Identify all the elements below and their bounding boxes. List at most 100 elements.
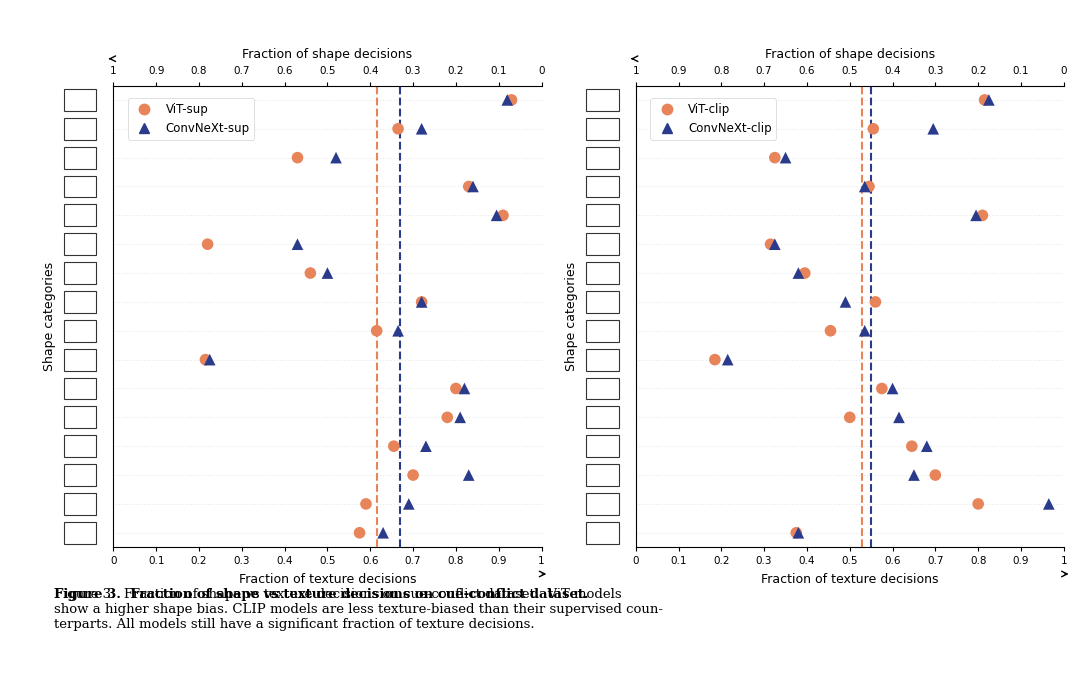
FancyBboxPatch shape (586, 205, 619, 226)
FancyBboxPatch shape (64, 291, 96, 313)
FancyBboxPatch shape (64, 464, 96, 486)
Point (464, 181, 482, 192)
Point (837, 296, 854, 307)
Point (867, 296, 885, 307)
FancyBboxPatch shape (64, 349, 96, 371)
Point (456, 383, 473, 394)
Point (796, 267, 813, 278)
Point (777, 152, 794, 163)
Y-axis label: Shape categories: Shape categories (565, 262, 578, 371)
Point (706, 354, 724, 365)
Point (974, 210, 991, 221)
X-axis label: Fraction of shape decisions: Fraction of shape decisions (242, 48, 413, 61)
Text: Figure 3.  Fraction of shape vs texture decisions on cue-conflict dataset.  ViT : Figure 3. Fraction of shape vs texture d… (54, 588, 663, 631)
FancyBboxPatch shape (586, 262, 619, 284)
Point (856, 181, 874, 192)
Point (968, 210, 985, 221)
Point (438, 412, 456, 423)
FancyBboxPatch shape (586, 89, 619, 111)
Point (924, 123, 942, 134)
Point (488, 210, 505, 221)
Point (301, 267, 319, 278)
Point (368, 326, 386, 337)
Point (903, 440, 920, 451)
Point (199, 239, 216, 250)
Point (413, 296, 430, 307)
FancyBboxPatch shape (64, 205, 96, 226)
Point (413, 296, 430, 307)
FancyBboxPatch shape (64, 118, 96, 140)
Point (201, 354, 218, 365)
Point (865, 123, 882, 134)
Point (905, 470, 922, 481)
Point (787, 527, 805, 538)
FancyBboxPatch shape (64, 320, 96, 342)
FancyBboxPatch shape (586, 118, 619, 140)
FancyBboxPatch shape (586, 493, 619, 515)
FancyBboxPatch shape (586, 464, 619, 486)
Point (766, 152, 783, 163)
Point (890, 412, 907, 423)
Point (856, 326, 874, 337)
Point (761, 239, 779, 250)
Point (976, 94, 994, 105)
Point (319, 267, 336, 278)
FancyBboxPatch shape (586, 378, 619, 399)
FancyBboxPatch shape (586, 291, 619, 313)
FancyBboxPatch shape (64, 233, 96, 255)
Point (288, 239, 306, 250)
FancyBboxPatch shape (586, 349, 619, 371)
Point (789, 267, 807, 278)
Point (861, 181, 878, 192)
Point (822, 326, 839, 337)
Point (981, 94, 998, 105)
Point (766, 239, 783, 250)
Point (390, 326, 407, 337)
FancyBboxPatch shape (64, 522, 96, 544)
Point (495, 210, 512, 221)
FancyBboxPatch shape (64, 262, 96, 284)
FancyBboxPatch shape (586, 320, 619, 342)
X-axis label: Fraction of shape decisions: Fraction of shape decisions (765, 48, 935, 61)
FancyBboxPatch shape (586, 435, 619, 457)
Point (927, 470, 944, 481)
Legend: ViT-clip, ConvNeXt-clip: ViT-clip, ConvNeXt-clip (650, 98, 777, 140)
Point (883, 383, 901, 394)
Point (351, 527, 368, 538)
Point (357, 499, 375, 510)
Point (1040, 499, 1057, 510)
FancyBboxPatch shape (64, 378, 96, 399)
Point (499, 94, 516, 105)
FancyBboxPatch shape (64, 493, 96, 515)
Text: Figure 3.  Fraction of shape vs texture decisions on cue-conflict dataset.: Figure 3. Fraction of shape vs texture d… (54, 588, 589, 601)
FancyBboxPatch shape (64, 146, 96, 169)
Y-axis label: Shape categories: Shape categories (43, 262, 56, 371)
Point (413, 123, 430, 134)
Point (874, 383, 891, 394)
Point (375, 527, 392, 538)
FancyBboxPatch shape (586, 146, 619, 169)
FancyBboxPatch shape (64, 435, 96, 457)
X-axis label: Fraction of texture decisions: Fraction of texture decisions (761, 573, 939, 586)
Point (970, 499, 987, 510)
Point (327, 152, 345, 163)
Point (390, 123, 407, 134)
FancyBboxPatch shape (64, 176, 96, 198)
FancyBboxPatch shape (586, 406, 619, 428)
Point (460, 470, 477, 481)
FancyBboxPatch shape (586, 176, 619, 198)
FancyBboxPatch shape (586, 233, 619, 255)
Point (386, 440, 403, 451)
FancyBboxPatch shape (586, 522, 619, 544)
Point (288, 152, 306, 163)
Legend: ViT-sup, ConvNeXt-sup: ViT-sup, ConvNeXt-sup (127, 98, 255, 140)
Point (841, 412, 859, 423)
Point (918, 440, 935, 451)
Point (447, 383, 464, 394)
FancyBboxPatch shape (64, 406, 96, 428)
Point (404, 470, 421, 481)
Point (503, 94, 521, 105)
Point (460, 181, 477, 192)
Point (789, 527, 807, 538)
Point (197, 354, 214, 365)
